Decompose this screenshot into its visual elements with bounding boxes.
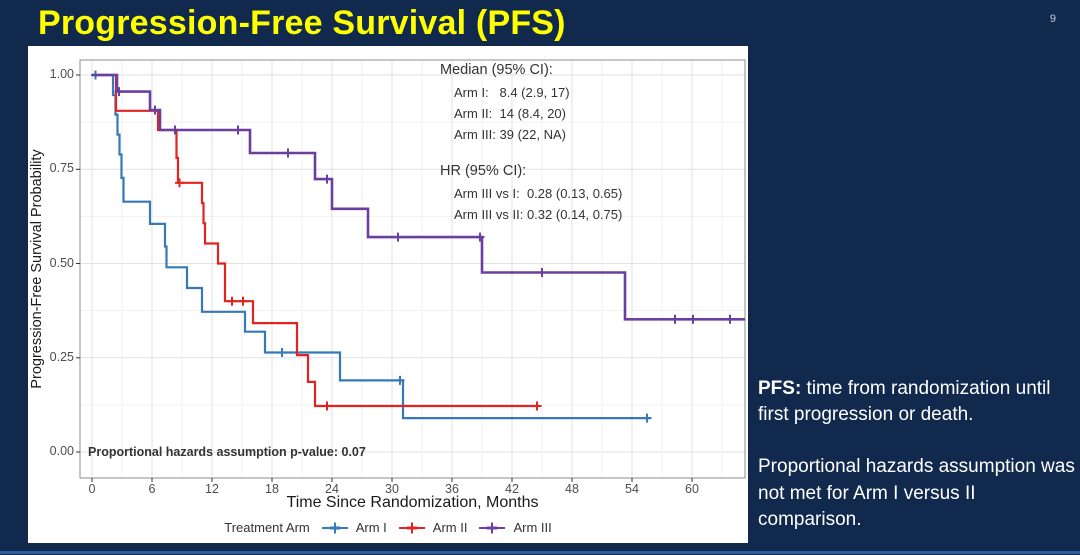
legend-symbol-arm-iii-icon (479, 522, 506, 533)
ph-assumption-note: Proportional hazards assumption p-value:… (88, 445, 366, 459)
axis-ticks (76, 74, 693, 482)
pfs-label: PFS: (758, 378, 802, 399)
y-tick-label: 1.00 (49, 67, 74, 81)
hr-header: HR (95% CI): (440, 163, 527, 179)
censor-marks-arm-ii (175, 178, 542, 411)
x-tick-label: 30 (385, 482, 399, 496)
plot-border (79, 59, 746, 479)
median-arm-i: Arm I: 8.4 (2.9, 17) (454, 85, 570, 100)
x-tick-label: 36 (445, 482, 459, 496)
stats-annotation: Median (95% CI): Arm I: 8.4 (2.9, 17) Ar… (440, 62, 622, 225)
y-tick-label: 0.00 (49, 444, 74, 458)
legend-symbol-arm-ii-icon (398, 522, 425, 533)
x-tick-label: 6 (148, 482, 156, 496)
x-tick-label: 42 (505, 482, 519, 496)
x-tick-label: 0 (88, 482, 96, 496)
km-survival-plot (76, 59, 746, 482)
page-number: 9 (1049, 13, 1056, 25)
censor-marks-arm-iii (114, 87, 735, 324)
legend-label-arm-iii: Arm III (513, 520, 552, 535)
pfs-definition: PFS: time from randomization until first… (758, 376, 1076, 428)
legend-label-arm-i: Arm I (355, 520, 387, 535)
pfs-definition-block: PFS: time from randomization until first… (758, 376, 1076, 555)
legend-item-arm-i: Arm I (320, 520, 387, 535)
x-tick-label: 48 (565, 482, 579, 496)
legend-symbol-arm-i-icon (321, 522, 348, 533)
y-tick-label: 0.75 (49, 161, 74, 176)
x-tick-label: 24 (325, 482, 339, 496)
minor-gridlines (80, 60, 745, 478)
hr-arm-iii-vs-ii: Arm III vs II: 0.32 (0.14, 0.75) (454, 207, 623, 222)
pfs-text: time from randomization until first prog… (758, 378, 1051, 426)
legend-item-arm-iii: Arm III (477, 520, 552, 535)
km-curve-arm-iii (92, 73, 745, 321)
y-tick-label: 0.50 (49, 255, 74, 270)
x-tick-label: 12 (205, 482, 219, 496)
x-tick-label: 18 (265, 482, 279, 496)
x-tick-label: 54 (625, 482, 639, 496)
major-gridlines (80, 60, 745, 478)
hr-arm-iii-vs-i: Arm III vs I: 0.28 (0.13, 0.65) (454, 186, 623, 201)
page-title: Progression-Free Survival (PFS) (38, 4, 566, 42)
treatment-arm-legend: Treatment Arm Arm I Arm II (28, 520, 748, 535)
legend-label-arm-ii: Arm II (432, 520, 468, 535)
km-curve-arm-i (92, 73, 650, 420)
x-tick-label: 60 (685, 482, 699, 496)
y-tick-label: 0.25 (49, 349, 74, 364)
legend-title: Treatment Arm (224, 520, 310, 535)
median-arm-ii: Arm II: 14 (8.4, 20) (454, 106, 566, 121)
slide-bottom-accent (0, 551, 1080, 554)
median-header: Median (95% CI): (440, 62, 553, 78)
km-chart-panel: Progression-Free Survival Probability Ti… (28, 46, 748, 543)
legend-item-arm-ii: Arm II (397, 520, 468, 535)
median-arm-iii: Arm III: 39 (22, NA) (454, 127, 566, 142)
ph-not-met-note: Proportional hazards assumption was not … (758, 456, 1075, 530)
x-axis-title: Time Since Randomization, Months (286, 494, 539, 511)
